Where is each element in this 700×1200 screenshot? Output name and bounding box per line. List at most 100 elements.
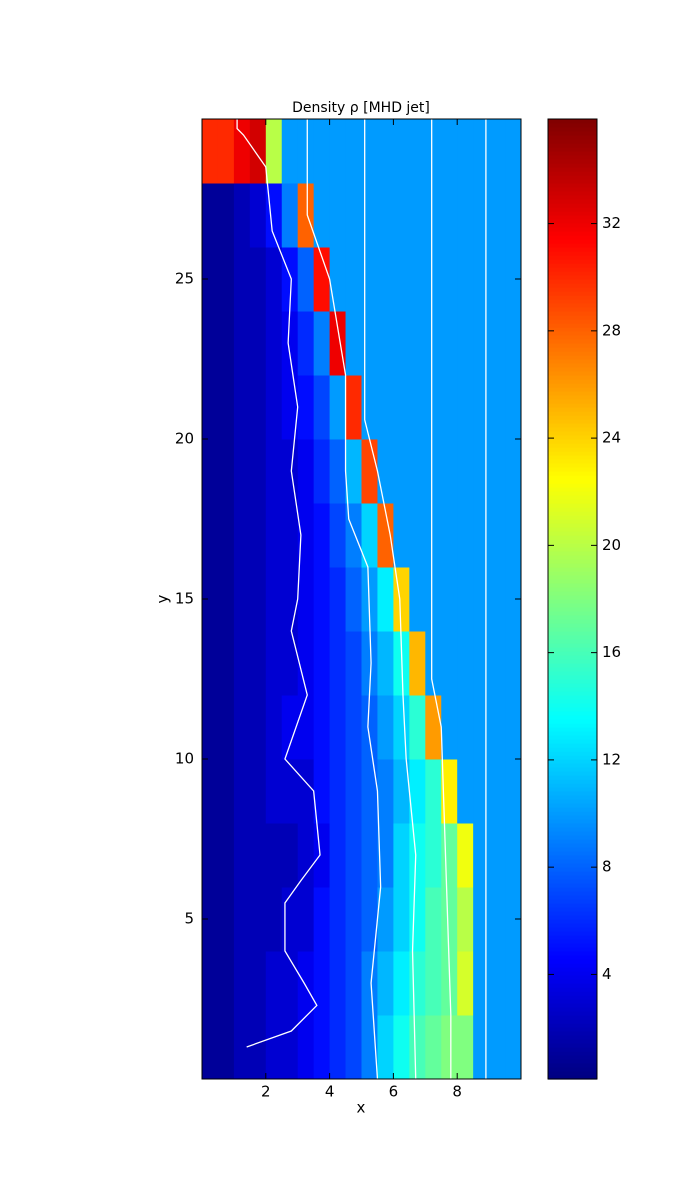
- heatmap-cell: [409, 567, 426, 632]
- colorbar-segment: [548, 659, 597, 664]
- heatmap-cell: [393, 503, 410, 568]
- heatmap-cell: [265, 631, 283, 696]
- y-tick-label: 25: [175, 270, 194, 288]
- colorbar-segment: [548, 839, 597, 844]
- colorbar-segment: [548, 271, 597, 276]
- heatmap-cell: [441, 503, 458, 568]
- heatmap-cell: [393, 823, 410, 888]
- heatmap-cell: [313, 375, 331, 440]
- colorbar-segment: [548, 307, 597, 312]
- colorbar-segment: [548, 435, 597, 440]
- heatmap-cell: [457, 439, 474, 504]
- heatmap-cell: [489, 503, 506, 568]
- colorbar-segment: [548, 287, 597, 292]
- heatmap-cell: [409, 375, 426, 440]
- heatmap-cell: [313, 695, 331, 760]
- heatmap-cell: [329, 503, 347, 568]
- colorbar-segment: [548, 379, 597, 384]
- colorbar-segment: [548, 231, 597, 236]
- heatmap-cell: [217, 1015, 235, 1080]
- heatmap-cell: [377, 503, 394, 568]
- heatmap-cell: [233, 695, 251, 760]
- colorbar-segment: [548, 615, 597, 620]
- colorbar-segment: [548, 1031, 597, 1036]
- heatmap-cell: [473, 375, 490, 440]
- heatmap-cell: [202, 951, 219, 1016]
- heatmap-cell: [425, 375, 442, 440]
- heatmap-cell: [313, 567, 331, 632]
- x-tick-label: 4: [325, 1083, 335, 1101]
- heatmap-cell: [313, 247, 331, 312]
- heatmap-cell: [297, 439, 315, 504]
- colorbar-segment: [548, 739, 597, 744]
- heatmap-cell: [329, 375, 347, 440]
- heatmap-cell: [505, 183, 522, 248]
- heatmap-cell: [265, 183, 283, 248]
- heatmap-cell: [233, 439, 251, 504]
- colorbar-segment: [548, 643, 597, 648]
- heatmap-cell: [457, 183, 474, 248]
- heatmap-cell: [233, 887, 251, 952]
- colorbar-segment: [548, 671, 597, 676]
- heatmap-cell: [233, 183, 251, 248]
- heatmap-cell: [281, 119, 299, 184]
- heatmap-cell: [281, 567, 299, 632]
- colorbar-segment: [548, 563, 597, 568]
- heatmap-cell: [393, 311, 410, 376]
- heatmap-cell: [265, 887, 283, 952]
- colorbar-segment: [548, 1011, 597, 1016]
- heatmap-cell: [409, 695, 426, 760]
- heatmap-cell: [473, 695, 490, 760]
- heatmap-cell: [393, 439, 410, 504]
- heatmap-cell: [202, 119, 219, 184]
- heatmap-cell: [297, 823, 315, 888]
- colorbar-segment: [548, 699, 597, 704]
- colorbar-segment: [548, 927, 597, 932]
- y-tick-label: 10: [175, 750, 194, 768]
- heatmap-cell: [217, 887, 235, 952]
- colorbar-segment: [548, 423, 597, 428]
- colorbar-segment: [548, 691, 597, 696]
- heatmap-cell: [297, 183, 315, 248]
- heatmap-cell: [313, 119, 331, 184]
- colorbar-segment: [548, 863, 597, 868]
- heatmap-cell: [345, 503, 362, 568]
- heatmap-cell: [425, 503, 442, 568]
- heatmap-cell: [265, 119, 283, 184]
- heatmap-cell: [377, 567, 394, 632]
- heatmap-cell: [393, 951, 410, 1016]
- colorbar-segment: [548, 747, 597, 752]
- colorbar-segment: [548, 279, 597, 284]
- colorbar-segment: [548, 355, 597, 360]
- heatmap-cell: [313, 759, 331, 824]
- heatmap-cell: [345, 247, 362, 312]
- colorbar-segment: [548, 207, 597, 212]
- heatmap-cell: [281, 631, 299, 696]
- colorbar-segment: [548, 679, 597, 684]
- heatmap-cell: [489, 567, 506, 632]
- heatmap-cell: [377, 951, 394, 1016]
- x-tick-label: 2: [261, 1083, 271, 1101]
- heatmap-cell: [313, 439, 331, 504]
- colorbar-tick-label: 32: [602, 214, 621, 232]
- heatmap-cell: [473, 119, 490, 184]
- heatmap-cell: [281, 823, 299, 888]
- heatmap-cell: [409, 119, 426, 184]
- colorbar-segment: [548, 255, 597, 260]
- contour-line: [236, 119, 321, 1048]
- colorbar-segment: [548, 879, 597, 884]
- heatmap-cell: [202, 759, 219, 824]
- colorbar-segment: [548, 847, 597, 852]
- colorbar-segment: [548, 163, 597, 168]
- heatmap-cell: [217, 823, 235, 888]
- heatmap-cell: [233, 1015, 251, 1080]
- colorbar-segment: [548, 655, 597, 660]
- colorbar-segment: [548, 683, 597, 688]
- colorbar-segment: [548, 359, 597, 364]
- heatmap-cell: [441, 567, 458, 632]
- heatmap-cell: [297, 503, 315, 568]
- heatmap-cell: [249, 567, 267, 632]
- colorbar-segment: [548, 203, 597, 208]
- heatmap-cell: [329, 631, 347, 696]
- colorbar-segment: [548, 171, 597, 176]
